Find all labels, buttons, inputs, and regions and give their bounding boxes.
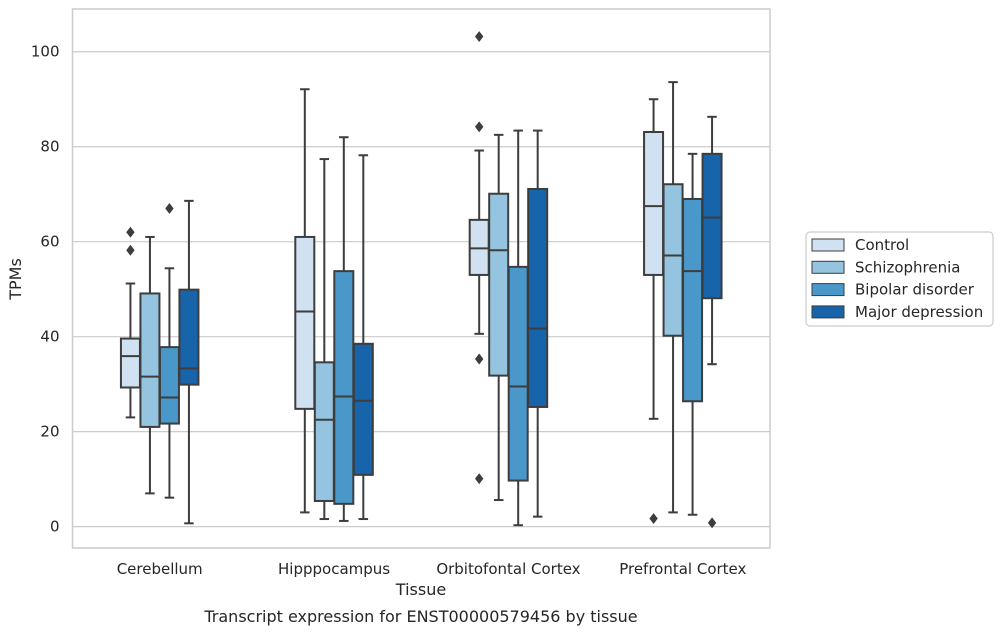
legend-label: Control — [855, 236, 909, 254]
box-iqr — [527, 187, 549, 408]
box-iqr — [507, 265, 529, 482]
box-major-depression — [352, 154, 374, 521]
outlier-point — [649, 513, 658, 525]
legend-label: Schizophrenia — [855, 258, 960, 276]
x-tick-label: Hipppocampus — [278, 560, 390, 578]
y-tick-labels: 0 20 40 60 80 100 — [31, 43, 60, 536]
box-major-depression — [178, 199, 200, 525]
legend-swatch — [811, 238, 845, 252]
outlier-point — [707, 517, 717, 529]
x-tick-label: Prefrontal Cortex — [619, 560, 746, 578]
box-groups — [119, 31, 723, 529]
outlier-point — [165, 202, 174, 214]
legend-swatch — [811, 305, 845, 319]
legend: Control Schizophrenia Bipolar disorder Majo… — [805, 231, 994, 327]
y-tick-label: 40 — [40, 328, 59, 346]
y-tick-label: 0 — [50, 518, 60, 536]
y-tick-label: 20 — [40, 423, 59, 441]
legend-swatch — [811, 260, 845, 274]
box-control — [294, 88, 316, 514]
outlier-point — [474, 473, 484, 485]
box-control — [119, 226, 141, 419]
box-iqr — [701, 152, 723, 300]
outlier-point — [474, 31, 484, 43]
box-major-depression — [527, 129, 549, 518]
y-tick-label: 60 — [40, 233, 59, 251]
outlier-point — [126, 226, 135, 238]
box-iqr — [158, 346, 180, 425]
box-iqr — [178, 288, 200, 386]
box-bipolar-disorder — [682, 152, 704, 516]
x-tick-labels: Cerebellum Hipppocampus Orbitofontal Corte… — [117, 560, 747, 578]
plot-frame — [71, 8, 771, 549]
x-tick-label: Orbitofontal Cortex — [436, 560, 580, 578]
x-tick-label: Cerebellum — [117, 560, 203, 578]
box-iqr — [643, 130, 665, 276]
legend-label: Major depression — [855, 303, 983, 321]
legend-frame — [805, 231, 994, 327]
y-axis-label: TPMs — [6, 258, 25, 301]
box-iqr — [294, 235, 316, 410]
y-tick-label: 100 — [31, 43, 60, 61]
box-iqr — [139, 292, 161, 428]
x-axis-label: Tissue — [395, 580, 446, 599]
box-schizophrenia — [662, 81, 684, 514]
box-iqr — [333, 270, 355, 505]
legend-label: Bipolar disorder — [855, 281, 975, 299]
box-control — [468, 31, 490, 485]
outlier-point — [474, 121, 484, 133]
box-iqr — [662, 183, 684, 337]
box-iqr — [682, 197, 704, 403]
box-iqr — [352, 342, 374, 476]
legend-swatch — [811, 283, 845, 297]
outlier-point — [126, 244, 135, 256]
box-iqr — [119, 337, 141, 389]
box-bipolar-disorder — [333, 136, 355, 522]
box-iqr — [313, 361, 335, 502]
box-iqr — [488, 192, 510, 377]
outlier-point — [474, 353, 484, 365]
box-bipolar-disorder — [507, 129, 529, 527]
box-schizophrenia — [313, 158, 335, 521]
chart-caption: Transcript expression for ENST0000057945… — [203, 607, 637, 626]
y-tick-label: 80 — [40, 138, 59, 156]
box-major-depression — [701, 115, 723, 529]
